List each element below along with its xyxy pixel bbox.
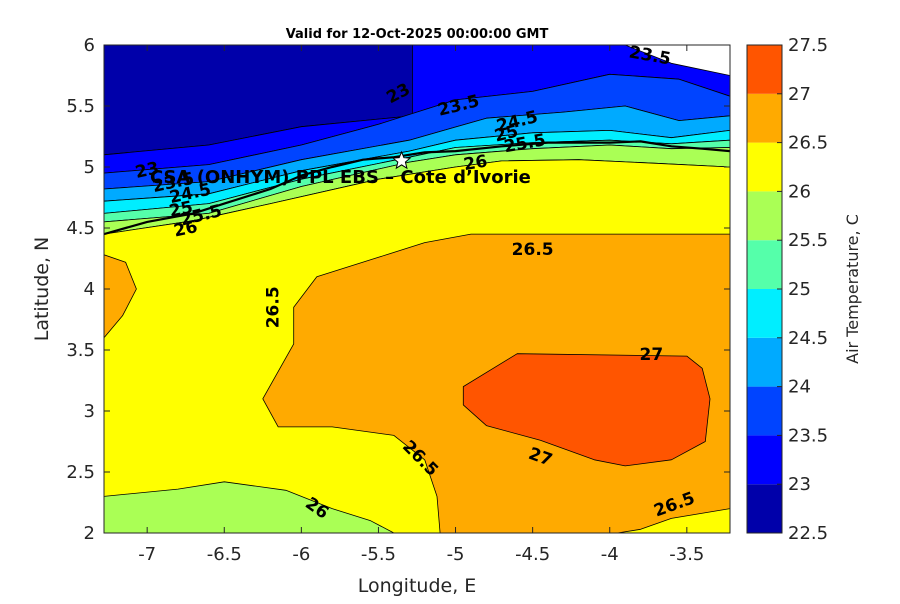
colorbar-label: Air Temperature, C — [843, 214, 862, 364]
contour-label: 26.5 — [264, 286, 284, 328]
x-tick-label: -5 — [447, 544, 465, 565]
contour-label: 26.5 — [512, 240, 554, 260]
contour-fill-layer — [104, 45, 730, 533]
y-tick-label: 3 — [84, 401, 95, 422]
colorbar-tick-label: 27 — [788, 84, 811, 105]
y-tick-label: 4.5 — [66, 218, 95, 239]
x-axis-label: Longitude, E — [358, 575, 477, 597]
colorbar-segment — [747, 435, 782, 485]
colorbar-tick-label: 23.5 — [788, 425, 828, 446]
contour-label: 23 — [134, 158, 161, 182]
site-label: CSA (ONHYM) PPL EBS – Cote d’Ivorie — [150, 167, 531, 188]
contour-label: 26 — [172, 217, 199, 241]
y-tick-label: 3.5 — [66, 340, 95, 361]
coastline — [104, 140, 730, 236]
contour-label: 26 — [462, 151, 489, 175]
x-tick-label: -7 — [138, 544, 156, 565]
x-tick-label: -4 — [601, 544, 619, 565]
colorbar-tick-label: 26 — [788, 181, 811, 202]
colorbar-segment — [747, 484, 782, 533]
x-tick-label: -6 — [292, 544, 310, 565]
y-tick-label: 2.5 — [66, 462, 95, 483]
colorbar-tick-label: 24.5 — [788, 328, 828, 349]
colorbar-segment — [747, 45, 782, 94]
contour-region-27 — [462, 353, 711, 467]
contour-region-26-5 — [104, 254, 137, 339]
colorbar-segment — [747, 142, 782, 192]
colorbar: 22.5 23 23.5 24 24.5 25 25.5 26 26.5 27 27.5 — [746, 35, 828, 544]
colorbar-segment — [747, 386, 782, 436]
colorbar-segment — [747, 93, 782, 143]
contour-region-25-5 — [104, 481, 395, 533]
colorbar-tick-label: 24 — [788, 377, 811, 398]
colorbar-tick-label: 26.5 — [788, 133, 828, 154]
colorbar-segment — [747, 337, 782, 387]
contour-label: 25 — [167, 197, 194, 221]
y-tick-label: 2 — [84, 523, 95, 544]
x-tick-label: -5.5 — [361, 544, 396, 565]
x-axis: -7 -6.5 -6 -5.5 -5 -4.5 -4 -3.5 — [138, 45, 704, 565]
colorbar-tick-label: 25 — [788, 279, 811, 300]
y-tick-label: 5.5 — [66, 96, 95, 117]
y-tick-label: 5 — [84, 157, 95, 178]
x-tick-label: -3.5 — [669, 544, 704, 565]
colorbar-segment — [747, 240, 782, 289]
x-tick-label: -4.5 — [515, 544, 550, 565]
colorbar-segment — [747, 191, 782, 241]
site-star-marker — [391, 150, 412, 170]
x-tick-label: -6.5 — [207, 544, 242, 565]
colorbar-tick-label: 23 — [788, 474, 811, 495]
colorbar-tick-label: 22.5 — [788, 523, 828, 544]
contour-label: 27 — [640, 345, 664, 365]
y-tick-label: 6 — [84, 35, 95, 56]
colorbar-segment — [747, 289, 782, 338]
colorbar-tick-label: 25.5 — [788, 230, 828, 251]
y-axis-label: Latitude, N — [31, 237, 53, 342]
colorbar-tick-label: 27.5 — [788, 35, 828, 56]
y-tick-label: 4 — [84, 279, 95, 300]
chart-title: Valid for 12-Oct-2025 00:00:00 GMT — [286, 27, 549, 42]
y-axis: 2 2.5 3 3.5 4 4.5 5 5.5 6 — [66, 35, 730, 544]
